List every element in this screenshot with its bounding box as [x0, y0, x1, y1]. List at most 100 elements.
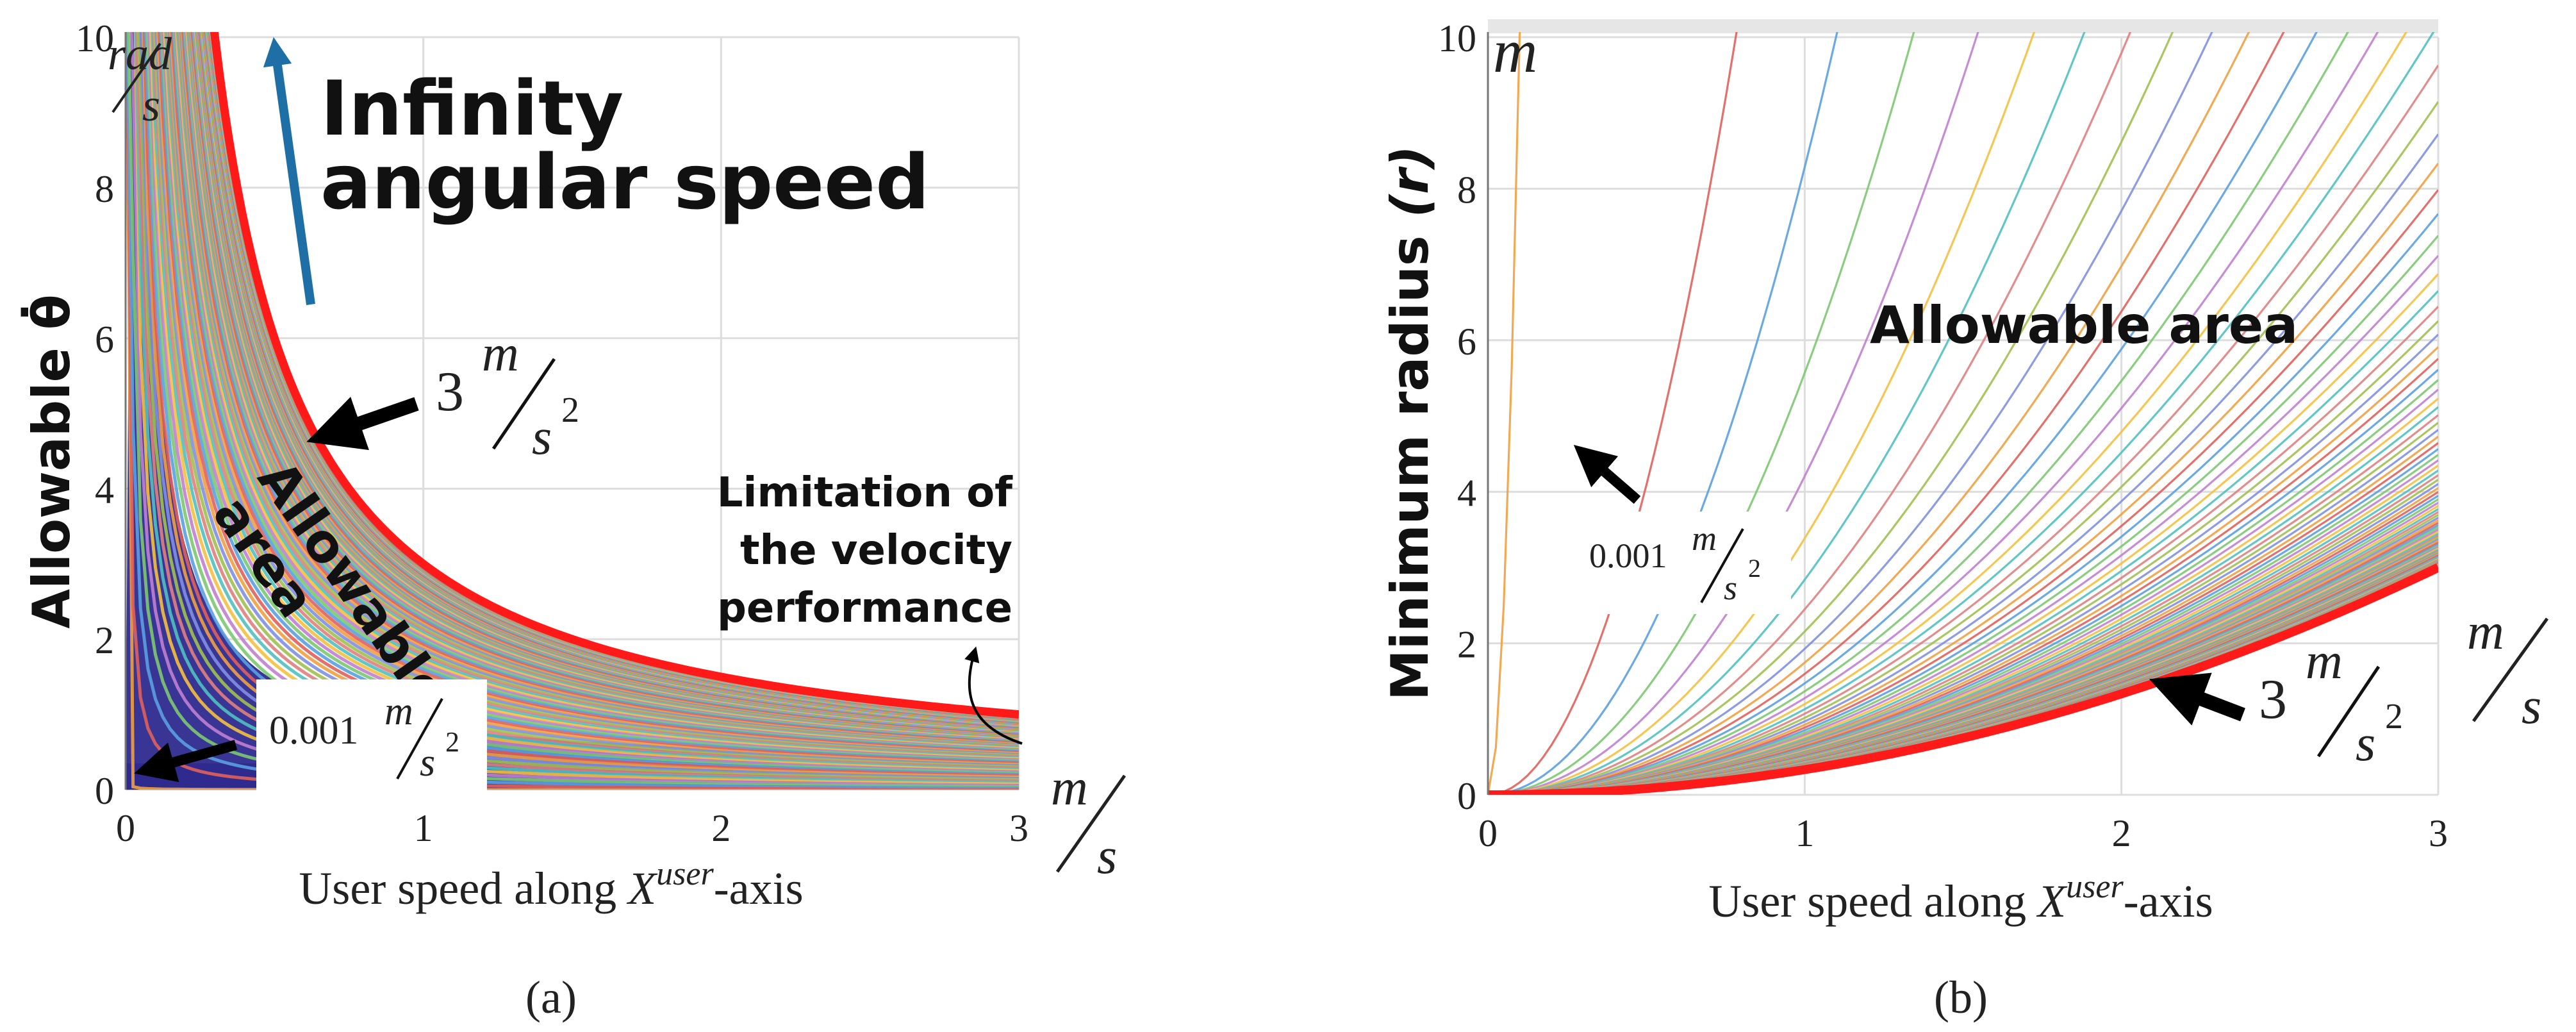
- y-tick-4: 4: [95, 469, 114, 511]
- x-tick-3: 3: [2429, 812, 2448, 854]
- boundary-value-b: 3: [2259, 669, 2287, 731]
- allowable-label-b: Allowable area: [1870, 295, 2298, 355]
- y-tick-6: 6: [1457, 320, 1476, 363]
- limitation-label-line2: the velocity: [740, 527, 1012, 574]
- x-tick-1: 1: [1795, 812, 1814, 854]
- lowest-unit-num-a: m: [384, 690, 413, 733]
- x-unit-den-b: s: [2522, 678, 2541, 735]
- boundary-curve-a: [210, 32, 1019, 719]
- x-tick-0: 0: [116, 807, 135, 849]
- infinity-label-line2: angular speed: [320, 138, 930, 226]
- infinity-arrow: [263, 37, 315, 305]
- lowest-label-box-a: [256, 679, 487, 792]
- x-axis-label-b: User speed along Xuser-axis: [1708, 869, 2213, 927]
- curve-b-7: [1488, 32, 2132, 795]
- x-unit-slash-a: [1055, 774, 1127, 873]
- lowest-unit-den-b: s: [1724, 569, 1737, 607]
- boundary-unit-num-b: m: [2306, 633, 2343, 690]
- y-unit-a: rad s: [108, 28, 172, 131]
- plot-area-b: [1488, 32, 2438, 795]
- caption-b: (b): [1934, 972, 1988, 1023]
- x-tick-2: 2: [711, 807, 731, 849]
- curve-b-12: [1488, 32, 2318, 795]
- lowest-unit-den-a: s: [420, 741, 435, 785]
- boundary-unit-pow-a: 2: [561, 390, 579, 430]
- limitation-label-line1: Limitation of: [717, 469, 1013, 517]
- x-unit-num-b: m: [2467, 604, 2504, 660]
- y-tick-0: 0: [1457, 775, 1476, 817]
- curve-b-2: [1488, 32, 1838, 795]
- curve-b-8: [1488, 32, 2174, 795]
- x-unit-slash-b: [2472, 617, 2549, 722]
- curve-b-3: [1488, 32, 1915, 795]
- y-tick-0: 0: [95, 770, 114, 812]
- y-unit-den-a: s: [142, 79, 160, 131]
- y-tick-2: 2: [95, 619, 114, 662]
- curve-b-4: [1488, 32, 1979, 795]
- curve-b-10: [1488, 32, 2250, 795]
- lowest-curve-label-b: 0.001 m s 2: [1583, 512, 1791, 614]
- lowest-curve-label-a: 0.001 m s 2: [256, 679, 487, 792]
- boundary-unit-num-a: m: [482, 326, 519, 382]
- tick-labels-a: 0 1 2 3 0 2 4 6 8 10: [76, 17, 1028, 849]
- boundary-unit-den-a: s: [532, 409, 552, 465]
- boundary-arrow-a: [306, 397, 419, 451]
- y-axis-label-b: Minimum radius (r): [1380, 146, 1440, 701]
- x-axis-label-tail-b: -axis: [2124, 876, 2213, 927]
- y-tick-8: 8: [1457, 169, 1476, 211]
- x-unit-den-a: s: [1097, 828, 1117, 885]
- y-tick-4: 4: [1457, 472, 1476, 514]
- y-tick-10: 10: [1438, 17, 1476, 60]
- lowest-unit-slash-b: [1700, 528, 1744, 603]
- boundary-unit-slash-b: [2316, 665, 2381, 758]
- lowest-unit-num-b: m: [1692, 519, 1717, 558]
- x-tick-1: 1: [414, 807, 433, 849]
- curve-b-16: [1488, 32, 2435, 795]
- x-axis-label-main-b: User speed along: [1708, 876, 2038, 927]
- x-axis-label-sup-b: user: [2066, 869, 2124, 905]
- boundary-unit-slash-a: [491, 358, 556, 450]
- x-unit-a: m s: [1051, 760, 1127, 885]
- curve-b-5: [1488, 32, 2036, 795]
- x-axis-label-a: User speed along Xuser-axis: [299, 856, 803, 914]
- x-unit-num-a: m: [1051, 760, 1088, 816]
- x-axis-label-var-a: X: [626, 863, 658, 914]
- curve-b-14: [1488, 32, 2379, 795]
- chart-a: 0 1 2 3 0 2 4 6 8 10 rad s m s Allowable θ̇ User …: [20, 17, 1127, 1023]
- y-unit-b: m: [1493, 17, 1537, 85]
- curve-b-15: [1488, 32, 2407, 795]
- x-axis-label-main-a: User speed along: [299, 863, 628, 914]
- curve-b-13: [1488, 32, 2349, 795]
- x-axis-label-tail-a: -axis: [714, 863, 804, 914]
- x-tick-3: 3: [1009, 807, 1028, 849]
- y-tick-8: 8: [95, 168, 114, 210]
- curve-b-1: [1488, 32, 1738, 795]
- lowest-value-b: 0.001: [1589, 537, 1667, 575]
- lowest-unit-slash-a: [396, 698, 443, 779]
- curve-b-6: [1488, 32, 2086, 795]
- lowest-unit-pow-a: 2: [445, 726, 459, 758]
- x-unit-b: m s: [2467, 604, 2549, 735]
- infinity-label-line1: Infinity: [320, 64, 623, 153]
- lowest-label-box-b: [1583, 512, 1791, 614]
- y-tick-2: 2: [1457, 624, 1476, 666]
- y-unit-slash-a: [111, 42, 161, 113]
- limitation-pointer: [964, 646, 1023, 745]
- curve-b-11: [1488, 32, 2285, 795]
- boundary-arrow-b: [2149, 672, 2245, 726]
- chart-b: 0 1 2 3 0 2 4 6 8 10 m m s Minimum radius (r) Use…: [1380, 17, 2549, 1023]
- x-tick-2: 2: [2112, 812, 2131, 854]
- y-axis-label-var-b: (r): [1380, 146, 1440, 218]
- limitation-label-line3: performance: [717, 585, 1012, 632]
- tick-labels-b: 0 1 2 3 0 2 4 6 8 10: [1438, 17, 2448, 854]
- boundary-label-b: 3 m s 2: [2259, 633, 2403, 772]
- y-tick-10: 10: [76, 17, 114, 60]
- x-axis-label-sup-a: user: [656, 856, 714, 892]
- y-axis-label-a: Allowable θ̇: [20, 294, 81, 628]
- boundary-unit-den-b: s: [2356, 715, 2375, 772]
- y-axis-label-main-b: Minimum radius: [1380, 218, 1440, 701]
- lowest-unit-pow-b: 2: [1748, 554, 1761, 583]
- boundary-label-a: 3 m s 2: [436, 326, 579, 465]
- lowest-value-a: 0.001: [269, 709, 359, 753]
